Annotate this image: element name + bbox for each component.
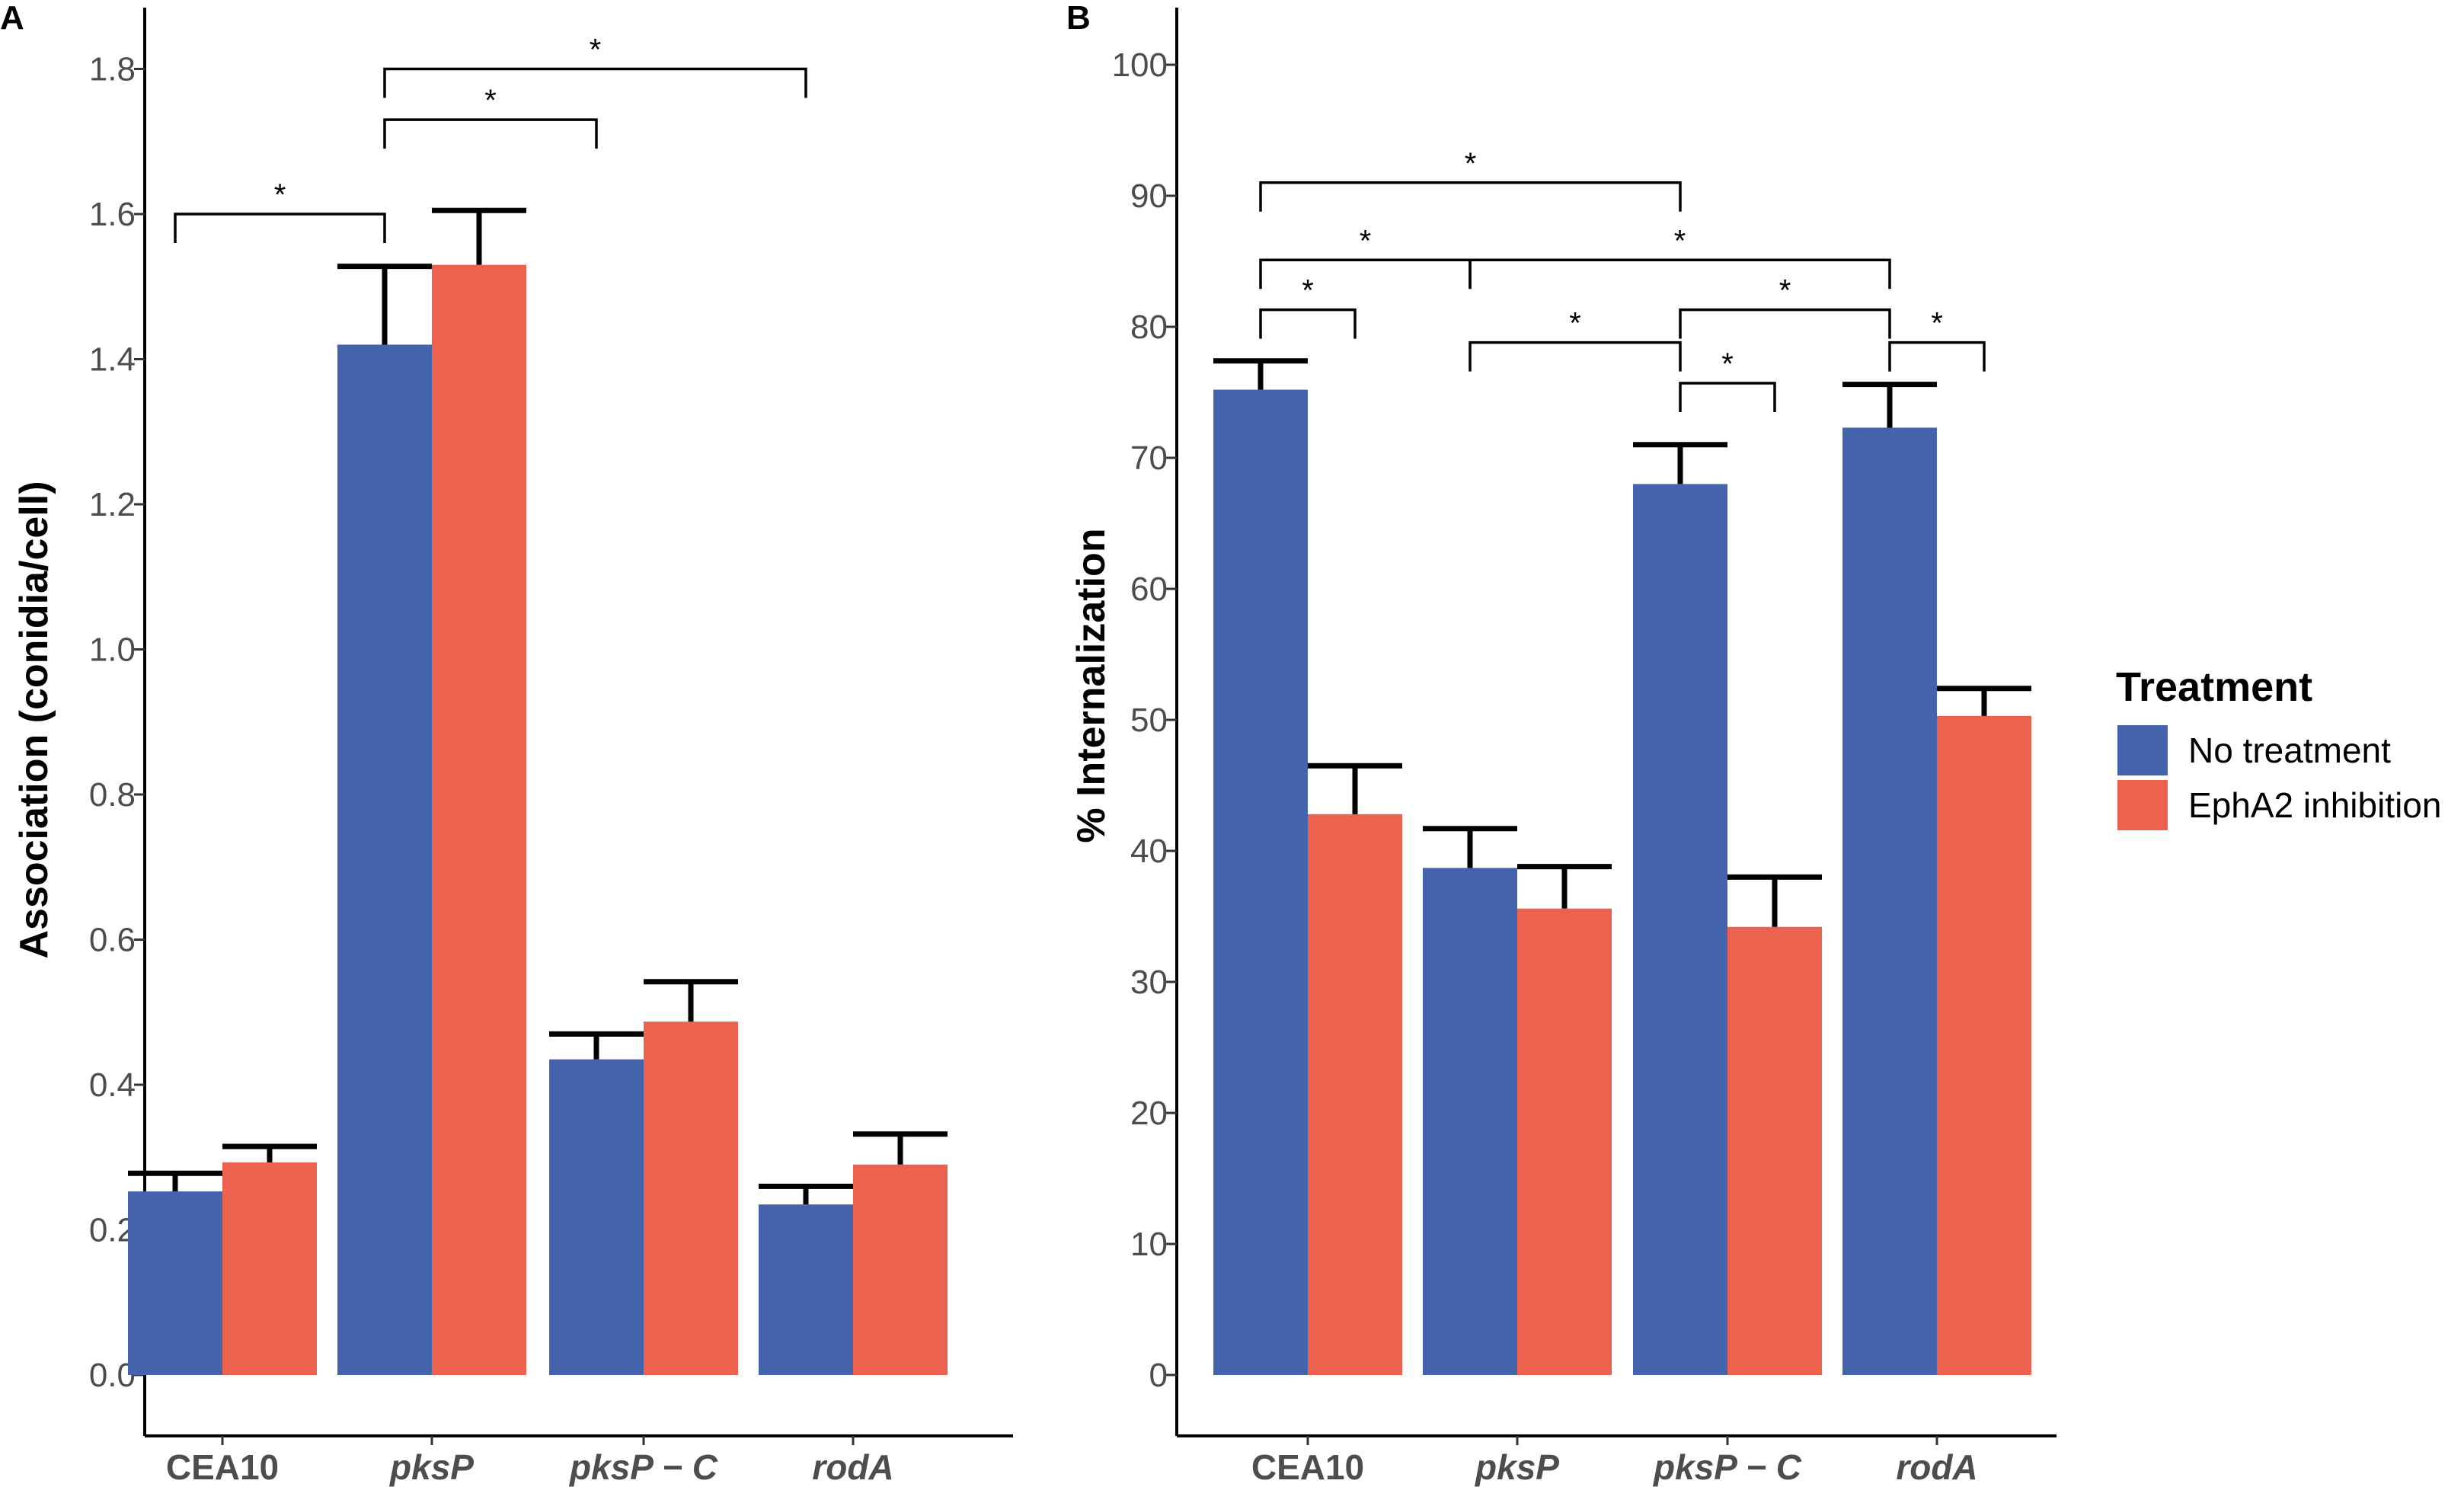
significance-bracket: [1468, 258, 1891, 289]
y-tick-label: 1.8: [89, 51, 136, 88]
y-tick-label: 20: [1130, 1095, 1168, 1132]
bar-pb-0-1: [1308, 814, 1402, 1375]
significance-star: *: [1779, 274, 1791, 308]
y-tick-label: 0.8: [89, 776, 136, 814]
y-tick-label: 90: [1130, 177, 1168, 215]
y-tick-label: 0.0: [89, 1357, 136, 1394]
significance-bracket: [174, 213, 386, 243]
y-tick-label: 0: [1149, 1357, 1168, 1394]
significance-bracket: [1679, 308, 1891, 339]
y-tick-label: 1.6: [89, 196, 136, 233]
panel-b: B 0 10 20 30 40 50 60 70 80 90 100 % Internalization…: [1066, 0, 2057, 1487]
y-axis-title: % Internalization: [1069, 528, 1114, 843]
significance-star: *: [1931, 307, 1943, 341]
legend-title: Treatment: [2116, 664, 2312, 710]
significance-star: *: [1360, 224, 1372, 257]
y-tick-label: 10: [1130, 1226, 1168, 1263]
bar-pa-3-0: [759, 1204, 853, 1375]
x-tick-label: CEA10: [1251, 1447, 1364, 1487]
legend-swatch: [2117, 725, 2168, 775]
y-tick-label: 60: [1130, 571, 1168, 608]
y-tick-label: 70: [1130, 440, 1168, 477]
bar-pb-1-0: [1423, 868, 1517, 1375]
y-tick-label: 100: [1112, 46, 1168, 84]
panel-label: B: [1066, 0, 1091, 37]
significance-star: *: [484, 84, 497, 117]
x-tick-label: CEA10: [166, 1447, 279, 1487]
y-tick-label: 0.2: [89, 1212, 136, 1249]
bar-pb-1-1: [1517, 908, 1612, 1375]
y-tick-label: 80: [1130, 309, 1168, 346]
y-tick-label: 50: [1130, 702, 1168, 739]
bar-pa-2-1: [644, 1022, 738, 1375]
significance-bracket: [383, 118, 598, 149]
significance-star: *: [1721, 347, 1734, 381]
significance-star: *: [1465, 147, 1477, 181]
x-tick-label: pksP: [388, 1447, 474, 1487]
legend-label: EphA2 inhibition: [2188, 785, 2441, 825]
y-tick-label: 0.6: [89, 922, 136, 959]
legend-label: No treatment: [2188, 731, 2391, 770]
significance-star: *: [1302, 274, 1314, 308]
x-tick-label: pksP − C: [1652, 1447, 1802, 1487]
significance-bracket: [1259, 181, 1682, 212]
bar-pb-2-0: [1633, 484, 1727, 1375]
significance-star: *: [590, 34, 602, 67]
panel-label: A: [0, 0, 24, 37]
significance-bracket: [383, 67, 807, 98]
bar-pa-3-1: [853, 1164, 948, 1375]
legend: Treatment No treatment EphA2 inhibition: [2116, 664, 2441, 830]
x-tick-label: pksP: [1474, 1447, 1559, 1487]
significance-star: *: [1569, 307, 1581, 341]
significance-bracket: [1888, 341, 1986, 372]
significance-bracket: [1679, 382, 1776, 412]
y-tick-label: 1.2: [89, 486, 136, 523]
bar-pa-2-0: [549, 1059, 644, 1375]
y-axis-title: Association (conidia/cell): [12, 481, 56, 958]
significance-bracket: [1259, 308, 1357, 339]
bar-pa-1-1: [432, 264, 526, 1375]
y-tick-label: 40: [1130, 833, 1168, 870]
bar-pb-2-1: [1727, 926, 1822, 1375]
panel-a: A 0.0 0.2 0.4 0.6 0.8 1.0 1.2 1.4 1.6 1.8 Associati…: [0, 0, 1013, 1487]
y-tick-label: 1.4: [89, 341, 136, 379]
y-tick-label: 1.0: [89, 631, 136, 669]
bar-pb-3-0: [1842, 427, 1937, 1376]
significance-star: *: [274, 178, 286, 212]
significance-star: *: [1674, 224, 1686, 257]
significance-bracket: [1468, 341, 1682, 372]
bar-pa-1-0: [337, 344, 432, 1376]
bar-pa-0-0: [128, 1191, 222, 1375]
legend-swatch: [2117, 780, 2168, 830]
bar-pb-0-0: [1213, 389, 1308, 1375]
x-tick-label: rodA: [1896, 1447, 1977, 1487]
y-tick-label: 30: [1130, 964, 1168, 1001]
bar-pb-3-1: [1937, 715, 2031, 1375]
bar-pa-0-1: [222, 1162, 317, 1375]
x-tick-label: pksP − C: [568, 1447, 718, 1487]
significance-bracket: [1259, 258, 1472, 289]
x-tick-label: rodA: [812, 1447, 893, 1487]
y-tick-label: 0.4: [89, 1066, 136, 1104]
